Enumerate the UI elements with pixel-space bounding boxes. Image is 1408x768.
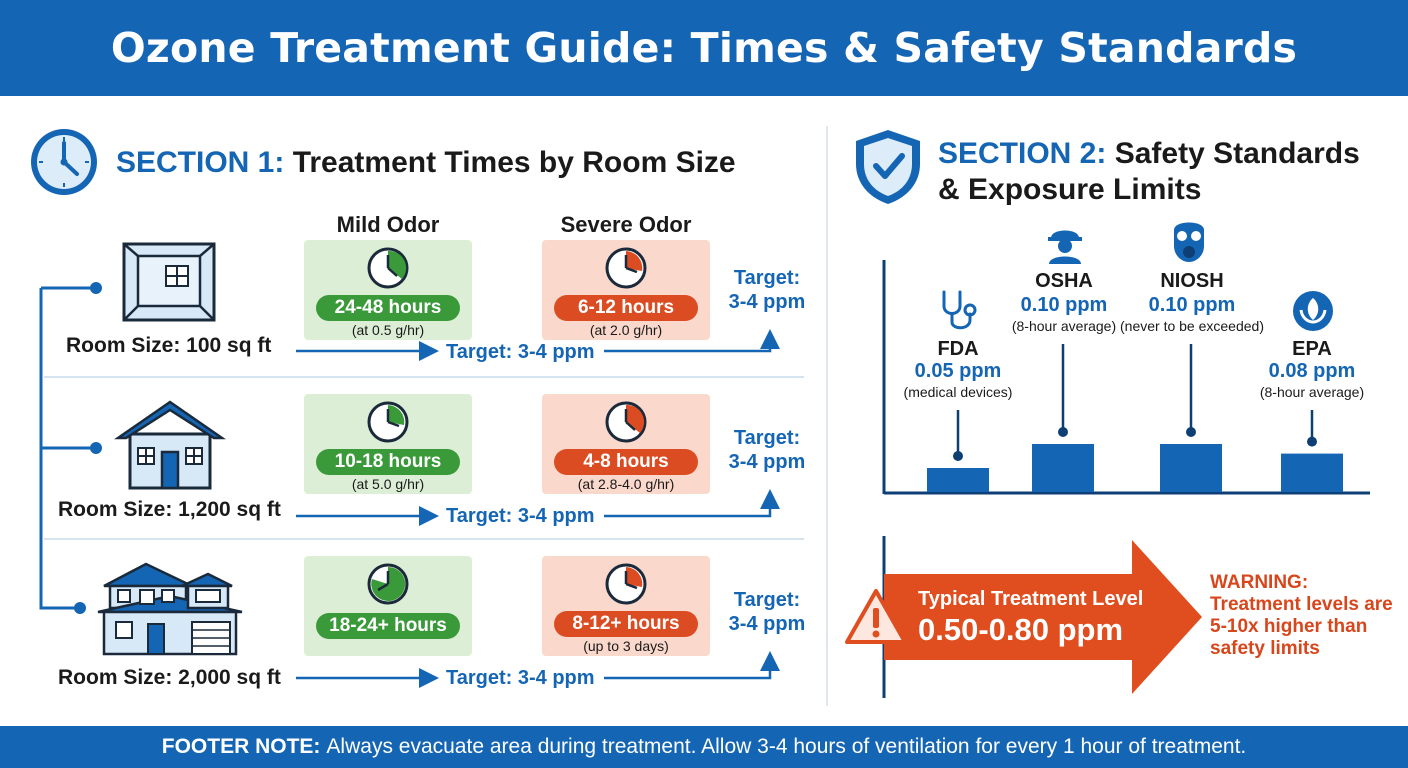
row-divider <box>44 376 804 378</box>
mild-time-badge: 24-48 hours <box>316 295 460 321</box>
target-ppm: Target: 3-4 ppm <box>722 266 812 314</box>
footer-label: FOOTER NOTE: <box>161 735 321 758</box>
target-ppm-value: 3-4 ppm <box>728 613 806 635</box>
footer-bar: FOOTER NOTE: Always evacuate area during… <box>0 726 1408 768</box>
warning-text: WARNING: Treatment levels are 5-10x high… <box>1210 572 1393 659</box>
standard-name: NIOSH <box>1160 270 1224 292</box>
room-label: Room Size: 2,000 sq ft <box>58 666 281 689</box>
target-ppm-label: Target: <box>733 267 801 289</box>
section2-title-line2: & Exposure Limits <box>938 173 1202 206</box>
standard-note: (8-hour average) <box>1259 384 1365 400</box>
target-ppm: Target: 3-4 ppm <box>722 588 812 636</box>
leaf-icon <box>1293 291 1333 331</box>
target-label: Target: 3-4 ppm <box>446 667 595 689</box>
standard-stem-dot <box>1058 427 1068 437</box>
standard-bar-osha <box>1032 444 1094 492</box>
treatment-level-value: 0.50-0.80 ppm <box>918 612 1124 647</box>
mild-odor-card: 18-24+ hours <box>304 556 472 656</box>
clock-icon <box>367 247 409 289</box>
standard-value: 0.10 ppm <box>1148 294 1236 316</box>
mild-time-badge: 18-24+ hours <box>316 613 460 639</box>
section-divider <box>826 126 828 706</box>
severe-odor-card: 4-8 hours (at 2.8-4.0 g/hr) <box>542 394 710 494</box>
clock-icon <box>605 563 647 605</box>
page-title: Ozone Treatment Guide: Times & Safety St… <box>110 24 1298 72</box>
standard-stem-dot <box>1186 427 1196 437</box>
severe-time-badge: 8-12+ hours <box>554 611 698 637</box>
target-ppm: Target: 3-4 ppm <box>722 426 812 474</box>
section1-title: SECTION 1: Treatment Times by Room Size <box>116 145 736 181</box>
standard-note: (never to be exceeded) <box>1120 318 1264 334</box>
room-bracket <box>39 282 102 614</box>
house-icon <box>113 400 227 490</box>
standard-bar-fda <box>927 468 989 492</box>
section2-lead: SECTION 2: <box>938 137 1107 170</box>
standard-value: 0.05 ppm <box>914 360 1002 382</box>
row-divider <box>44 538 804 540</box>
severe-time-badge: 4-8 hours <box>554 449 698 475</box>
target-ppm-value: 3-4 ppm <box>728 291 806 313</box>
severe-rate: (at 2.0 g/hr) <box>589 322 663 338</box>
clock-icon <box>367 563 409 605</box>
treatment-level-label: Typical Treatment Level <box>918 588 1144 610</box>
target-label: Target: 3-4 ppm <box>446 505 595 527</box>
mild-rate: (at 5.0 g/hr) <box>351 476 425 492</box>
standard-stem-dot <box>953 451 963 461</box>
severe-rate: (up to 3 days) <box>583 638 669 654</box>
severe-time-badge: 6-12 hours <box>554 295 698 321</box>
large-house-icon <box>97 562 243 656</box>
standard-name: FDA <box>937 338 979 360</box>
standard-stem-dot <box>1307 436 1317 447</box>
severe-odor-card: 8-12+ hours (up to 3 days) <box>542 556 710 656</box>
standard-value: 0.10 ppm <box>1020 294 1108 316</box>
target-ppm-label: Target: <box>733 427 801 449</box>
shield-check-icon <box>856 130 920 204</box>
target-ppm-value: 3-4 ppm <box>728 451 806 473</box>
room-label: Room Size: 1,200 sq ft <box>58 498 281 521</box>
target-label: Target: 3-4 ppm <box>446 341 595 363</box>
mild-rate: (at 0.5 g/hr) <box>351 322 425 338</box>
footer-text: Always evacuate area during treatment. A… <box>326 735 1247 758</box>
room-label: Room Size: 100 sq ft <box>66 334 272 357</box>
mild-odor-card: 24-48 hours (at 0.5 g/hr) <box>304 240 472 340</box>
section1-lead: SECTION 1: <box>116 146 285 179</box>
standard-note: (8-hour average) <box>1011 318 1117 334</box>
gas-mask-icon <box>1174 222 1204 262</box>
standard-name: OSHA <box>1035 270 1093 292</box>
severe-rate: (at 2.8-4.0 g/hr) <box>577 476 675 492</box>
standard-bar-epa <box>1281 453 1343 492</box>
mild-time-badge: 10-18 hours <box>316 449 460 475</box>
warning-icon <box>845 589 907 644</box>
clock-icon <box>31 129 97 195</box>
standard-bar-niosh <box>1160 444 1222 492</box>
mild-odor-header: Mild Odor <box>336 212 440 237</box>
section1-title-text: Treatment Times by Room Size <box>292 146 736 179</box>
worker-icon <box>1048 230 1082 264</box>
clock-icon <box>605 247 647 289</box>
header-bar: Ozone Treatment Guide: Times & Safety St… <box>0 0 1408 96</box>
section2-title-line1: Safety Standards <box>1114 137 1360 170</box>
severe-odor-card: 6-12 hours (at 2.0 g/hr) <box>542 240 710 340</box>
severe-odor-header: Severe Odor <box>560 212 692 237</box>
stethoscope-icon <box>942 290 977 330</box>
room-icon <box>122 242 216 322</box>
clock-icon <box>367 401 409 443</box>
standard-name: EPA <box>1292 338 1332 360</box>
standard-note: (medical devices) <box>903 384 1013 400</box>
section2-title: SECTION 2: Safety Standards & Exposure L… <box>938 136 1360 208</box>
mild-odor-card: 10-18 hours (at 5.0 g/hr) <box>304 394 472 494</box>
standard-value: 0.08 ppm <box>1268 360 1356 382</box>
clock-icon <box>605 401 647 443</box>
target-ppm-label: Target: <box>733 589 801 611</box>
